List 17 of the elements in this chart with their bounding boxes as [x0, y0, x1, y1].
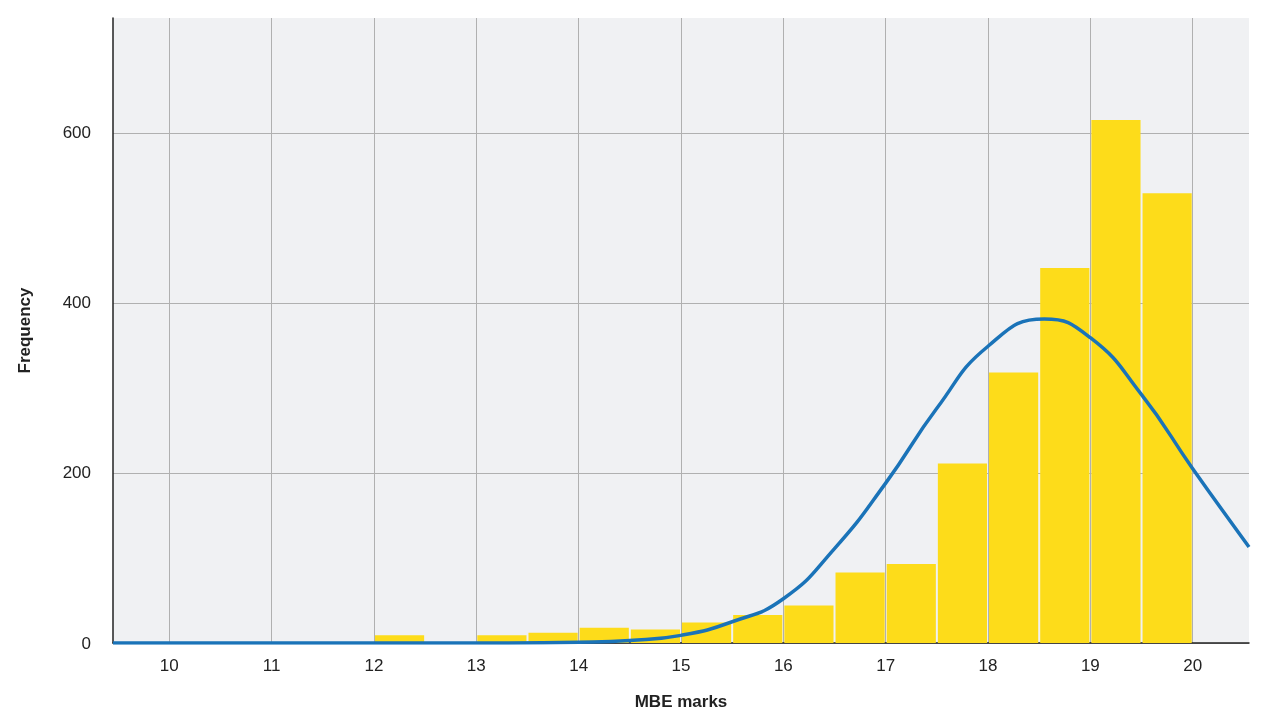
y-tick-label: 0	[81, 633, 91, 653]
y-axis-title: Frequency	[15, 286, 34, 374]
x-tick-label: 20	[1183, 656, 1203, 675]
x-tick-label: 12	[364, 656, 384, 675]
x-tick-label: 13	[466, 656, 486, 675]
y-tick-label: 200	[62, 463, 91, 483]
x-tick-label: 18	[978, 656, 998, 675]
x-tick-label: 17	[876, 656, 896, 675]
y-tick-label: 600	[62, 123, 91, 143]
x-tick-label: 16	[773, 656, 793, 675]
x-axis-title: MBE marks	[634, 692, 728, 711]
y-tick-label: 400	[62, 293, 91, 313]
x-tick-label: 10	[159, 656, 179, 675]
x-tick-label: 19	[1080, 656, 1100, 675]
x-tick-label: 14	[569, 656, 589, 675]
x-tick-label: 11	[262, 656, 281, 675]
x-tick-label: 15	[671, 656, 691, 675]
